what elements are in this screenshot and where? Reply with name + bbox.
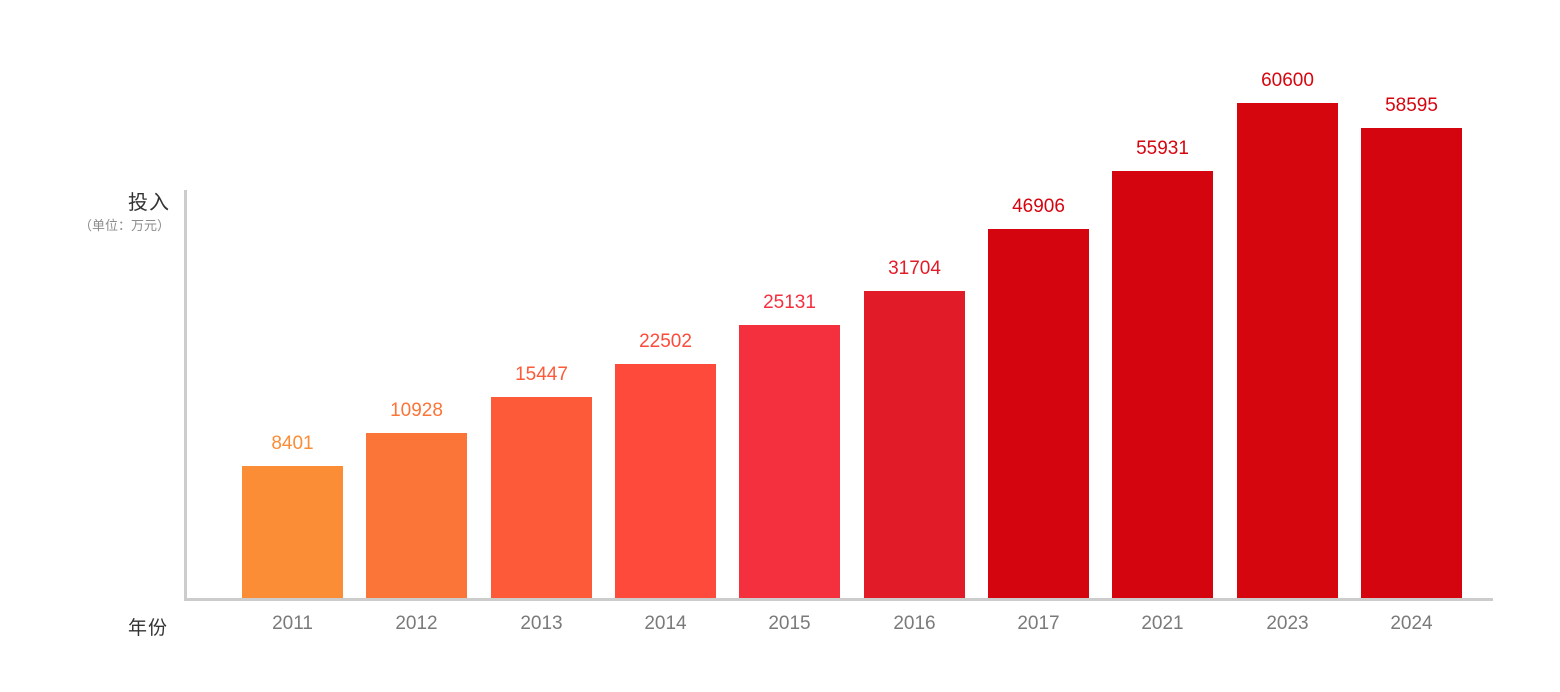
y-axis-line xyxy=(184,190,187,601)
bar-column: 25131 xyxy=(739,292,840,598)
bar xyxy=(739,325,840,598)
y-axis-unit-text: （单位：万元） xyxy=(78,218,170,233)
x-tick-label: 2021 xyxy=(1141,613,1184,634)
bar-value-label: 46906 xyxy=(1012,196,1065,217)
bar-column: 55931 xyxy=(1112,138,1213,598)
bar-value-label: 58595 xyxy=(1385,95,1438,116)
bar-column: 60600 xyxy=(1237,70,1338,598)
x-axis-title: 年份 xyxy=(128,618,169,639)
bar-value-label: 31704 xyxy=(888,258,941,279)
bar-column: 15447 xyxy=(491,364,592,598)
bar-value-label: 8401 xyxy=(271,433,314,454)
y-axis-title: 投入 （单位：万元） xyxy=(40,191,170,235)
x-tick-label: 2023 xyxy=(1266,613,1309,634)
x-tick-label: 2013 xyxy=(520,613,563,634)
bar-column: 31704 xyxy=(864,258,965,598)
bar xyxy=(1112,171,1213,598)
bar-column: 58595 xyxy=(1361,95,1462,598)
bar xyxy=(1237,103,1338,598)
x-tick-label: 2016 xyxy=(893,613,936,634)
x-tick-label: 2017 xyxy=(1017,613,1060,634)
bar xyxy=(615,364,716,598)
bar-value-label: 60600 xyxy=(1261,70,1314,91)
bar-value-label: 25131 xyxy=(763,292,816,313)
x-tick-label: 2024 xyxy=(1390,613,1433,634)
bar-value-label: 22502 xyxy=(639,331,692,352)
bar xyxy=(242,466,343,598)
x-tick-label: 2015 xyxy=(768,613,811,634)
bar xyxy=(491,397,592,598)
bar-value-label: 15447 xyxy=(515,364,568,385)
bar xyxy=(864,291,965,598)
bar xyxy=(988,229,1089,598)
x-axis-line xyxy=(184,598,1493,601)
y-axis-title-text: 投入 xyxy=(128,192,170,214)
bar-value-label: 10928 xyxy=(390,400,443,421)
bar-column: 10928 xyxy=(366,400,467,598)
bar-column: 8401 xyxy=(242,433,343,598)
x-tick-label: 2011 xyxy=(272,613,313,634)
x-tick-label: 2012 xyxy=(395,613,438,634)
bar-column: 46906 xyxy=(988,196,1089,598)
bar-column: 22502 xyxy=(615,331,716,598)
bar-value-label: 55931 xyxy=(1136,138,1189,159)
bar xyxy=(1361,128,1462,598)
bar xyxy=(366,433,467,598)
x-tick-label: 2014 xyxy=(644,613,687,634)
